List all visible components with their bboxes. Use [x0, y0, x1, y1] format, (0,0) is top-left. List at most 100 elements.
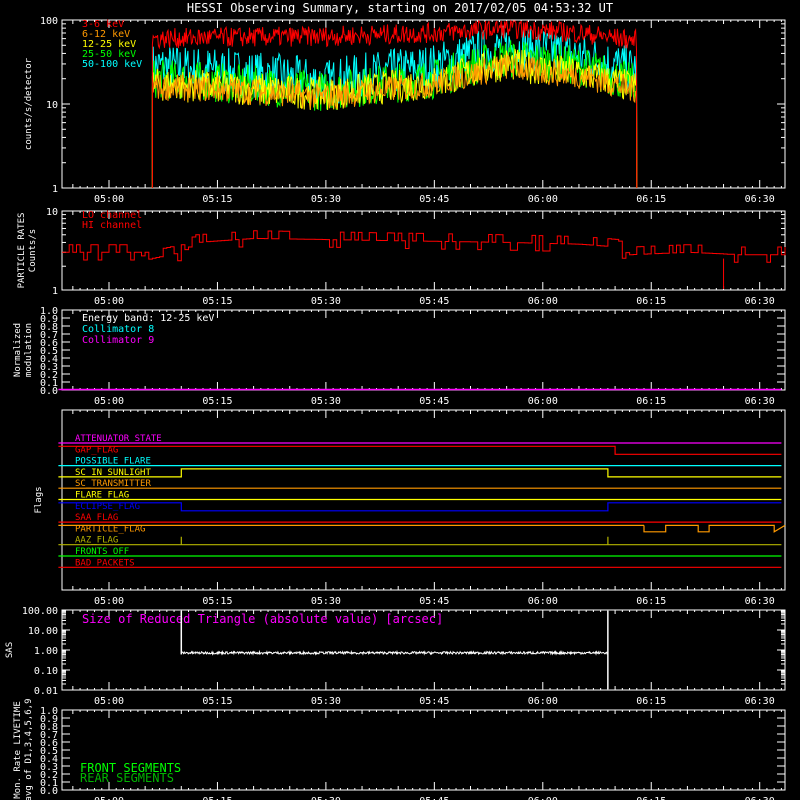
livetime-ytick-label: 1.0	[40, 706, 58, 717]
flag-label-fronts-off: FRONTS_OFF	[75, 547, 129, 557]
legend-HI-channel: HI channel	[82, 220, 142, 231]
flag-label-sc-in-sunlight: SC_IN_SUNLIGHT	[75, 468, 151, 478]
flag-label-bad-packets: BAD_PACKETS	[75, 558, 135, 568]
time-tick-label: 06:00	[528, 696, 558, 707]
particle-ylabel: Counts/s	[28, 229, 38, 272]
time-tick-label: 06:15	[636, 194, 666, 205]
time-tick-label: 05:30	[311, 596, 341, 607]
time-tick-label: 06:15	[636, 696, 666, 707]
time-tick-label: 06:30	[745, 194, 775, 205]
modulation-ytick-label: 0.0	[40, 386, 58, 397]
time-tick-label: 05:45	[419, 396, 449, 407]
modulation-ytick-label: 0.9	[40, 314, 58, 325]
time-tick-label: 05:45	[419, 596, 449, 607]
flag-particle-flag	[58, 524, 786, 533]
livetime-ylabel: Mon. Rate LIVETIME	[13, 701, 23, 799]
time-tick-label: 05:30	[311, 396, 341, 407]
time-tick-label: 05:15	[202, 596, 232, 607]
particle-ylabel: PARTICLE RATES	[17, 213, 27, 289]
modulation-annotation: Energy band: 12-25 keV	[82, 313, 214, 324]
flag-eclipse-flag	[58, 502, 782, 512]
modulation-ytick-label: 0.8	[40, 322, 58, 333]
time-tick-label: 06:15	[636, 796, 666, 800]
flag-label-eclipse-flag: ECLIPSE_FLAG	[75, 502, 140, 512]
series-LO-channel	[62, 230, 786, 263]
time-tick-label: 05:45	[419, 796, 449, 800]
time-tick-label: 06:30	[745, 596, 775, 607]
time-tick-label: 06:00	[528, 194, 558, 205]
legend-FRONT-SEGMENTS: FRONT SEGMENTS	[80, 761, 181, 775]
series-25-50-keV	[151, 40, 638, 189]
modulation-ytick-label: 0.1	[40, 378, 58, 389]
livetime-ytick-label: 0.1	[40, 778, 58, 789]
particle-ytick-label: 10	[46, 207, 58, 218]
time-tick-label: 05:15	[202, 396, 232, 407]
time-tick-label: 05:15	[202, 296, 232, 307]
livetime-ytick-label: 0.2	[40, 770, 58, 781]
lightcurve-ytick-label: 1	[52, 184, 58, 195]
lightcurve-ytick-label: 10	[46, 100, 58, 111]
flag-label-sc-transmitter: SC_TRANSMITTER	[75, 479, 151, 489]
modulation-ytick-label: 0.7	[40, 330, 58, 341]
time-tick-label: 06:30	[745, 396, 775, 407]
livetime-ytick-label: 0.4	[40, 754, 58, 765]
time-tick-label: 06:30	[745, 796, 775, 800]
time-tick-label: 05:00	[94, 696, 124, 707]
legend-3-6-keV: 3-6 keV	[82, 19, 124, 30]
legend-REAR-SEGMENTS: REAR SEGMENTS	[80, 771, 174, 785]
flag-label-gap-flag: GAP_FLAG	[75, 445, 118, 455]
flags-ylabel: Flags	[34, 486, 44, 513]
legend-12-25-keV: 12-25 keV	[82, 39, 136, 50]
time-tick-label: 06:30	[745, 696, 775, 707]
flag-label-flare-flag: FLARE_FLAG	[75, 491, 129, 501]
flag-sc-in-sunlight	[58, 468, 782, 478]
sas-ytick-label: 0.10	[34, 666, 58, 677]
modulation-ytick-label: 0.5	[40, 346, 58, 357]
lightcurve-ylabel: counts/s/detector	[24, 57, 34, 150]
sas-ytick-label: 10.00	[28, 626, 58, 637]
time-tick-label: 06:15	[636, 596, 666, 607]
time-tick-label: 06:30	[745, 296, 775, 307]
flag-gap-flag	[58, 445, 782, 455]
chart-title: HESSI Observing Summary, starting on 201…	[187, 1, 613, 15]
livetime-ytick-label: 0.6	[40, 738, 58, 749]
livetime-ytick-label: 0.0	[40, 786, 58, 797]
series-50-100-keV	[151, 25, 638, 189]
sas-ylabel: SAS	[5, 642, 15, 658]
sas-ytick-label: 1.00	[34, 646, 58, 657]
legend-LO-channel: LO channel	[82, 210, 142, 221]
modulation-ytick-label: 0.2	[40, 370, 58, 381]
time-tick-label: 05:00	[94, 796, 124, 800]
flag-label-saa-flag: SAA_FLAG	[75, 513, 118, 523]
legend-Collimator-9: Collimator 9	[82, 335, 154, 346]
time-tick-label: 05:45	[419, 194, 449, 205]
time-tick-label: 06:00	[528, 596, 558, 607]
legend-Collimator-8: Collimator 8	[82, 324, 154, 335]
modulation-ytick-label: 0.6	[40, 338, 58, 349]
time-tick-label: 05:00	[94, 596, 124, 607]
lightcurve-ytick-label: 100	[40, 16, 58, 27]
flag-label-attenuator-state: ATTENUATOR_STATE	[75, 434, 162, 444]
time-tick-label: 05:15	[202, 194, 232, 205]
sas-annotation: Size of Reduced Triangle (absolute value…	[82, 612, 443, 626]
time-tick-label: 06:00	[528, 796, 558, 800]
time-tick-label: 06:00	[528, 396, 558, 407]
time-tick-label: 05:00	[94, 296, 124, 307]
flag-label-aaz-flag: AAZ_FLAG	[75, 536, 118, 546]
time-tick-label: 05:45	[419, 296, 449, 307]
flag-label-possible-flare: POSSIBLE_FLARE	[75, 457, 151, 467]
time-tick-label: 06:15	[636, 296, 666, 307]
livetime-ylabel: avg of D1,3,4,5,6,9	[24, 699, 34, 800]
time-tick-label: 05:30	[311, 296, 341, 307]
time-tick-label: 05:00	[94, 396, 124, 407]
time-tick-label: 05:00	[94, 194, 124, 205]
livetime-ytick-label: 0.9	[40, 714, 58, 725]
livetime-ytick-label: 0.3	[40, 762, 58, 773]
legend-6-12-keV: 6-12 keV	[82, 29, 130, 40]
sas-series	[180, 649, 609, 656]
sas-ytick-label: 0.01	[34, 686, 58, 697]
time-tick-label: 05:15	[202, 696, 232, 707]
livetime-ytick-label: 0.7	[40, 730, 58, 741]
